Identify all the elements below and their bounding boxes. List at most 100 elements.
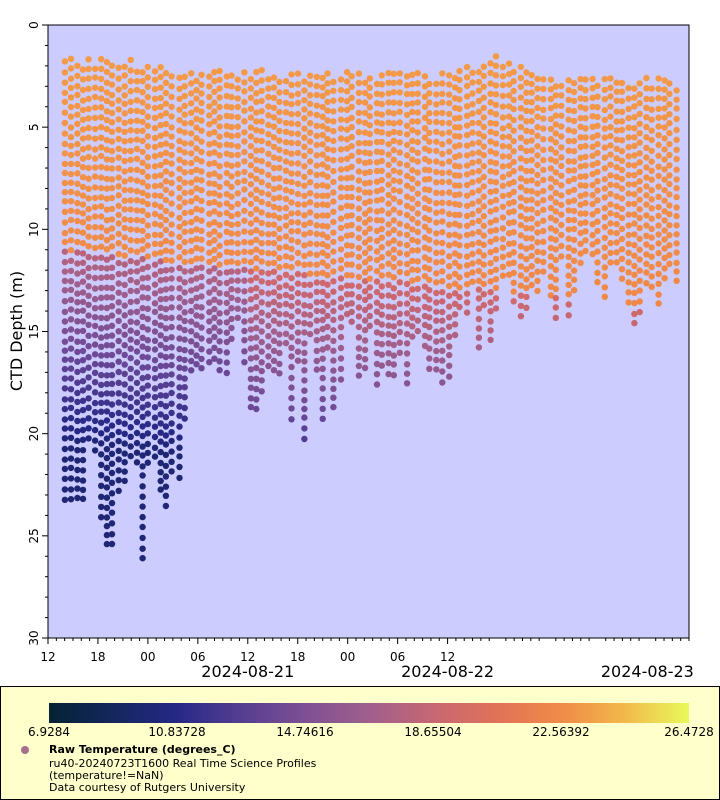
data-point xyxy=(121,392,128,399)
data-point xyxy=(206,231,213,238)
data-point xyxy=(409,137,416,145)
data-point xyxy=(426,138,433,145)
data-point xyxy=(301,329,308,336)
data-point xyxy=(258,278,265,285)
data-point xyxy=(139,353,146,360)
data-point xyxy=(463,112,471,120)
data-point xyxy=(181,92,188,100)
data-point xyxy=(301,115,308,122)
data-point xyxy=(607,172,614,179)
data-point xyxy=(85,292,92,299)
data-point xyxy=(505,171,513,178)
data-point xyxy=(366,112,373,120)
data-point xyxy=(618,246,626,253)
data-point xyxy=(151,281,159,288)
data-point xyxy=(373,208,381,215)
data-point xyxy=(282,99,290,107)
data-point xyxy=(540,206,547,213)
data-point xyxy=(385,271,392,278)
data-point xyxy=(253,186,260,193)
data-point xyxy=(396,149,403,156)
data-point xyxy=(636,159,643,166)
data-point xyxy=(594,238,601,245)
data-point xyxy=(337,333,345,341)
data-point xyxy=(74,180,81,187)
data-point xyxy=(98,55,105,63)
data-point xyxy=(475,187,483,194)
data-point xyxy=(433,209,440,216)
data-point xyxy=(403,211,411,219)
data-point xyxy=(601,185,608,192)
data-point xyxy=(446,210,453,218)
data-point xyxy=(265,121,272,129)
data-point xyxy=(313,73,320,81)
data-point xyxy=(631,310,638,318)
data-point xyxy=(582,247,589,255)
data-point xyxy=(216,201,223,208)
data-point xyxy=(510,158,517,166)
data-point xyxy=(168,361,175,369)
data-point xyxy=(324,292,331,299)
data-point xyxy=(168,344,175,351)
data-point xyxy=(253,90,260,97)
data-point xyxy=(385,210,392,217)
data-point xyxy=(133,298,141,305)
data-point xyxy=(115,230,122,238)
data-point xyxy=(534,104,541,112)
data-point xyxy=(594,93,601,100)
data-point xyxy=(223,290,230,298)
data-point xyxy=(558,162,565,170)
data-point xyxy=(144,253,151,260)
data-point xyxy=(618,157,626,164)
data-point xyxy=(247,239,255,246)
data-point xyxy=(121,302,128,309)
data-point xyxy=(577,210,584,217)
data-point xyxy=(198,117,205,124)
data-point xyxy=(98,325,105,332)
data-point xyxy=(115,165,122,172)
data-point xyxy=(253,195,260,202)
data-point xyxy=(98,472,105,479)
data-point xyxy=(139,443,146,450)
data-point xyxy=(426,80,433,88)
data-point xyxy=(216,67,223,75)
data-point xyxy=(133,97,141,104)
data-point xyxy=(589,85,596,92)
data-point xyxy=(144,83,151,90)
data-point xyxy=(510,240,517,247)
data-point xyxy=(282,253,290,260)
data-point xyxy=(673,136,680,143)
data-point xyxy=(540,166,547,174)
data-point xyxy=(61,475,69,482)
data-point xyxy=(188,150,195,157)
data-point xyxy=(265,260,272,267)
data-point xyxy=(366,179,373,186)
data-point xyxy=(181,356,188,364)
data-point xyxy=(570,97,578,105)
data-point xyxy=(211,159,218,167)
data-point xyxy=(188,287,195,294)
data-point xyxy=(426,276,433,284)
data-point xyxy=(313,91,320,99)
data-point xyxy=(480,272,487,279)
data-point xyxy=(439,169,446,176)
data-point xyxy=(313,357,320,365)
data-point xyxy=(85,283,92,290)
data-point xyxy=(439,160,446,167)
data-point xyxy=(661,105,668,112)
data-point xyxy=(625,124,632,131)
data-point xyxy=(618,88,626,95)
data-point xyxy=(74,328,81,335)
data-point xyxy=(577,201,584,208)
data-point xyxy=(343,261,351,268)
data-point xyxy=(565,235,572,242)
data-point xyxy=(528,99,535,106)
data-point xyxy=(517,175,525,182)
data-point xyxy=(324,334,331,341)
data-point xyxy=(282,177,290,185)
data-point xyxy=(313,162,320,169)
data-point xyxy=(636,178,643,185)
data-point xyxy=(265,182,272,189)
data-point xyxy=(168,200,175,207)
data-point xyxy=(265,231,272,238)
